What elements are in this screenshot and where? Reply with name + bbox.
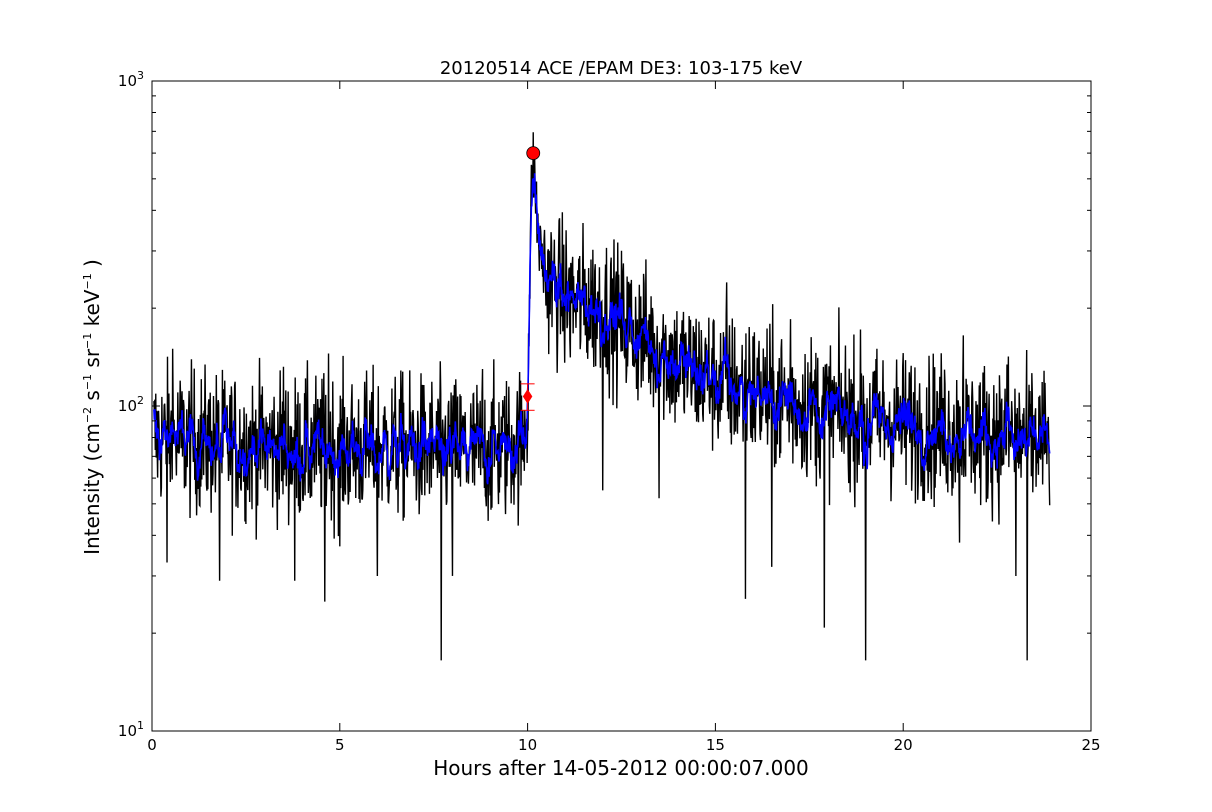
y-tick-label: 102	[118, 394, 144, 415]
plot-area: 0 5 10 15 20 25 101 102 103	[118, 69, 1101, 754]
x-tick-label: 5	[335, 736, 345, 754]
x-tick-label: 10	[518, 736, 537, 754]
y-tick-label: 103	[118, 69, 144, 90]
x-tick-label: 0	[147, 736, 157, 754]
peak-marker	[526, 146, 541, 161]
x-tick-label: 20	[894, 736, 913, 754]
x-tick-label: 15	[706, 736, 725, 754]
series-line-smoothed	[153, 173, 1051, 485]
chart-title: 20120514 ACE /EPAM DE3: 103-175 keV	[440, 58, 803, 79]
y-axis-label: Intensity (cm−2 s−1 sr−1 keV−1 )	[80, 259, 104, 555]
x-tick-label: 25	[1081, 736, 1100, 754]
onset-marker	[522, 388, 533, 404]
series-line-raw	[153, 132, 1051, 661]
x-axis-label: Hours after 14-05-2012 00:00:07.000	[433, 756, 809, 780]
y-tick-label: 101	[118, 719, 144, 740]
